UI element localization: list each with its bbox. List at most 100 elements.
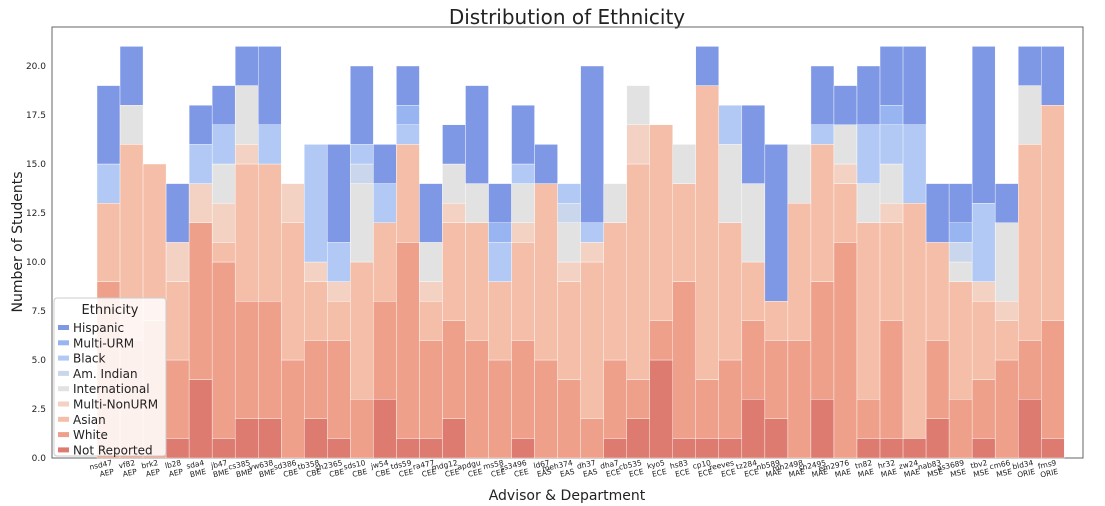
bar-segment-sd386-asian bbox=[281, 222, 305, 361]
bar-segment-tn82-white bbox=[856, 399, 881, 439]
bar-segment-ss3496-not-reported bbox=[511, 438, 535, 459]
svg-text:CBE: CBE bbox=[375, 467, 392, 479]
svg-text:MAE: MAE bbox=[765, 467, 783, 479]
x-axis-ticks: nsd47AEPvf82AEPbrk2AEPlb28AEPsda4BMEjb47… bbox=[89, 458, 1060, 479]
bar-segment-lb28-asian bbox=[165, 281, 190, 361]
bar-segment-nsd47-asian bbox=[96, 202, 121, 282]
svg-text:fms9: fms9 bbox=[1037, 458, 1057, 471]
bar-segment-apdgu-international bbox=[465, 183, 489, 224]
bar-segment-em2976-international bbox=[833, 124, 858, 165]
bar-segment-ss3496-white bbox=[511, 340, 535, 439]
bar-segment-ra477-not-reported bbox=[419, 438, 443, 459]
bar-segment-em2976-asian bbox=[833, 183, 858, 243]
bar-segment-ss3496-multi-nonurm bbox=[511, 222, 535, 243]
bar-segment-as3689-hispanic bbox=[948, 183, 973, 224]
svg-text:ECE: ECE bbox=[628, 467, 645, 479]
bar-segment-tbv2-white bbox=[971, 379, 996, 439]
bar-segment-bld34-asian bbox=[1018, 144, 1042, 341]
bar-segment-reeves-white bbox=[718, 359, 743, 439]
bar-segment-cm66-asian bbox=[994, 320, 1019, 361]
bar-segment-em2976-multi-nonurm bbox=[833, 163, 858, 184]
bar-segment-cb535-asian bbox=[626, 163, 650, 380]
svg-text:EAS: EAS bbox=[536, 467, 552, 479]
bar-segment-sda4-black bbox=[188, 144, 213, 184]
bar-segment-apdgu-white bbox=[465, 340, 489, 459]
bar-segment-dh37-multi-nonurm bbox=[580, 242, 604, 263]
bar-segment-as3689-white bbox=[948, 399, 973, 459]
bar-segment-lb28-white bbox=[165, 359, 190, 439]
bar-segment-as3689-multi-urm bbox=[948, 222, 973, 243]
bar-segment-mh2498-international bbox=[787, 144, 812, 204]
svg-text:ms58: ms58 bbox=[482, 458, 504, 471]
bar-segment-lb28-hispanic bbox=[165, 183, 190, 243]
bar-segment-cm66-hispanic bbox=[994, 183, 1019, 224]
bar-segment-bld34-international bbox=[1018, 85, 1042, 145]
bar-segment-tb358-asian bbox=[304, 281, 328, 341]
bar-segment-tn82-hispanic bbox=[856, 65, 881, 125]
bar-segment-sh2365-not-reported bbox=[327, 438, 351, 459]
y-tick-label: 0.0 bbox=[32, 454, 47, 464]
bar-segment-tbv2-not-reported bbox=[971, 438, 996, 459]
bar-segment-ss3496-black bbox=[511, 163, 535, 184]
bar-segment-ld67-hispanic bbox=[534, 144, 558, 184]
legend-swatch bbox=[58, 325, 69, 330]
svg-text:AEP: AEP bbox=[145, 467, 161, 479]
svg-text:brk2: brk2 bbox=[141, 458, 160, 470]
bar-segment-sds10-white bbox=[350, 399, 374, 459]
bar-segment-cp10-asian bbox=[695, 85, 720, 380]
legend-swatch bbox=[58, 447, 69, 453]
bar-segment-ms58-black bbox=[488, 242, 512, 282]
bar-segment-hr32-international bbox=[879, 163, 904, 204]
bar-segment-jb47-hispanic bbox=[211, 85, 236, 125]
legend-entry-label: Multi-URM bbox=[73, 336, 134, 350]
svg-text:hr32: hr32 bbox=[877, 458, 896, 470]
bar-segment-mh2498-asian bbox=[787, 202, 812, 341]
bar-segment-sda4-white bbox=[188, 222, 213, 380]
bar-segment-tbv2-multi-nonurm bbox=[971, 281, 996, 302]
bar-segment-cm66-white bbox=[994, 359, 1019, 459]
legend-swatch bbox=[58, 355, 69, 361]
svg-text:MSE: MSE bbox=[972, 467, 990, 479]
bar-segment-sds10-am-indian bbox=[350, 163, 374, 184]
bar-segment-tds59-multi-urm bbox=[396, 104, 420, 125]
svg-text:ECE: ECE bbox=[720, 467, 737, 479]
legend-entry-label: Not Reported bbox=[73, 443, 153, 457]
bar-segment-mdg12-hispanic bbox=[442, 124, 466, 165]
svg-text:MSE: MSE bbox=[926, 467, 944, 479]
bar-segment-jb47-not-reported bbox=[211, 438, 236, 459]
y-tick-label: 17.5 bbox=[26, 111, 46, 121]
bar-segment-kyo5-white bbox=[649, 320, 673, 361]
bar-segment-em2976-white bbox=[833, 242, 858, 459]
bar-segment-hs83-white bbox=[672, 281, 696, 439]
svg-text:MAE: MAE bbox=[880, 467, 898, 479]
bar-segment-meh374-international bbox=[557, 222, 581, 263]
bar-segment-ss3496-asian bbox=[511, 242, 535, 341]
bar-segment-kyo5-asian bbox=[649, 124, 673, 322]
svg-text:CBE: CBE bbox=[305, 467, 322, 479]
bar-segment-tz284-international bbox=[741, 183, 766, 263]
x-axis-label: Advisor & Department bbox=[489, 488, 646, 504]
bar-segment-hs83-international bbox=[672, 144, 696, 184]
bar-segment-cp10-white bbox=[695, 379, 720, 439]
bar-segment-tds59-white bbox=[396, 242, 420, 439]
svg-text:jw54: jw54 bbox=[369, 458, 389, 471]
bar-segment-zw24-black bbox=[902, 124, 927, 204]
legend-entry-label: Am. Indian bbox=[73, 367, 138, 381]
bar-segment-yw638-white bbox=[258, 301, 282, 420]
legend-swatch bbox=[58, 416, 69, 422]
bar-segment-yw638-hispanic bbox=[258, 46, 282, 126]
bar-segment-tz284-white bbox=[741, 320, 766, 400]
svg-text:dha7: dha7 bbox=[599, 458, 620, 471]
bar-segment-meh374-white bbox=[557, 379, 581, 459]
